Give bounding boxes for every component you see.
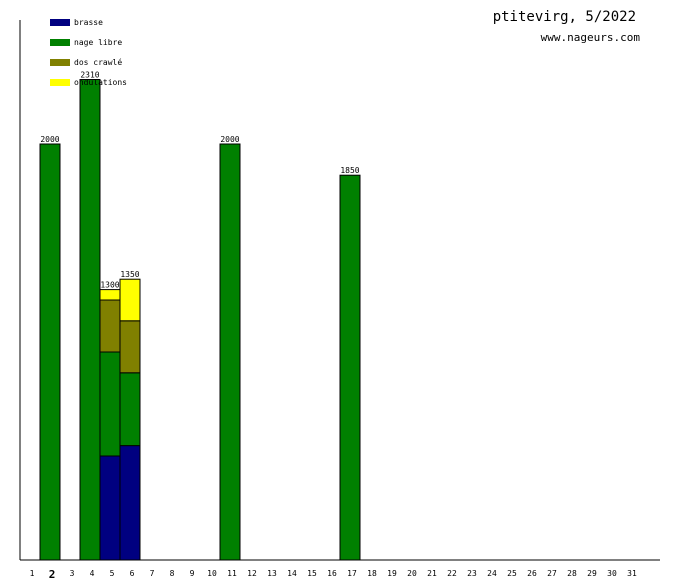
x-tick-label: 2 bbox=[49, 568, 56, 580]
legend-label: nage libre bbox=[74, 38, 122, 47]
x-tick-label: 4 bbox=[90, 569, 95, 578]
legend-label: ondulations bbox=[74, 78, 127, 87]
legend-label: brasse bbox=[74, 18, 103, 27]
legend-swatch-brasse bbox=[50, 19, 70, 26]
bar-day-6-nage-libre bbox=[119, 372, 141, 447]
site-url: www.nageurs.com bbox=[540, 31, 640, 44]
x-tick-label: 5 bbox=[110, 569, 115, 578]
x-tick-label: 19 bbox=[387, 569, 397, 578]
bar-day-5-ondulations bbox=[99, 289, 121, 301]
bar-day-5-brasse bbox=[99, 455, 121, 561]
x-tick-label: 21 bbox=[427, 569, 437, 578]
value-label-day-6: 1350 bbox=[120, 270, 139, 279]
bars-layer bbox=[39, 79, 361, 561]
value-label-day-11: 2000 bbox=[220, 135, 239, 144]
bar-day-6-brasse bbox=[119, 445, 141, 561]
x-tick-label: 16 bbox=[327, 569, 337, 578]
x-ticks-layer: 1 2 3 4 5 6 7 8 9 10 11 12 13 14 15 16 17 18 19 20 21 22 23 24 2… bbox=[30, 568, 637, 580]
legend-swatch-dos-crawlé bbox=[50, 59, 70, 66]
x-tick-label: 9 bbox=[190, 569, 195, 578]
x-tick-label: 29 bbox=[587, 569, 597, 578]
x-tick-label: 1 bbox=[30, 569, 35, 578]
x-tick-label: 18 bbox=[367, 569, 377, 578]
x-tick-label: 14 bbox=[287, 569, 297, 578]
x-tick-label: 25 bbox=[507, 569, 517, 578]
legend-swatch-ondulations bbox=[50, 79, 70, 86]
bar-day-6-ondulations bbox=[119, 278, 141, 322]
x-tick-label: 6 bbox=[130, 569, 135, 578]
x-tick-label: 15 bbox=[307, 569, 317, 578]
value-label-day-4: 2310 bbox=[80, 71, 99, 80]
chart-title: ptitevirg, 5/2022 bbox=[492, 9, 636, 25]
x-tick-label: 11 bbox=[227, 569, 237, 578]
x-tick-label: 10 bbox=[207, 569, 217, 578]
bar-day-2-nage-libre bbox=[39, 143, 61, 561]
x-tick-label: 20 bbox=[407, 569, 417, 578]
bar-day-11-nage-libre bbox=[219, 143, 241, 561]
x-tick-label: 22 bbox=[447, 569, 457, 578]
bar-day-4-nage-libre bbox=[79, 79, 101, 561]
x-tick-label: 3 bbox=[70, 569, 75, 578]
x-tick-label: 28 bbox=[567, 569, 577, 578]
bar-day-5-dos-crawlé bbox=[99, 299, 121, 353]
x-tick-label: 27 bbox=[547, 569, 557, 578]
value-label-day-2: 2000 bbox=[40, 135, 59, 144]
x-tick-label: 30 bbox=[607, 569, 617, 578]
x-tick-label: 17 bbox=[347, 569, 357, 578]
x-tick-label: 23 bbox=[467, 569, 477, 578]
x-tick-label: 12 bbox=[247, 569, 257, 578]
x-tick-label: 8 bbox=[170, 569, 175, 578]
legend: brasse nage libre dos crawlé ondulations bbox=[50, 18, 127, 87]
legend-swatch-nage-libre bbox=[50, 39, 70, 46]
value-label-day-17: 1850 bbox=[340, 166, 359, 175]
bar-day-5-nage-libre bbox=[99, 351, 121, 457]
x-tick-label: 31 bbox=[627, 569, 637, 578]
x-tick-label: 24 bbox=[487, 569, 497, 578]
bar-day-17-nage-libre bbox=[339, 174, 361, 561]
legend-label: dos crawlé bbox=[74, 57, 122, 67]
x-tick-label: 13 bbox=[267, 569, 277, 578]
bar-day-6-dos-crawlé bbox=[119, 320, 141, 374]
x-tick-label: 7 bbox=[150, 569, 155, 578]
value-label-day-5: 1300 bbox=[100, 281, 119, 290]
x-tick-label: 26 bbox=[527, 569, 537, 578]
